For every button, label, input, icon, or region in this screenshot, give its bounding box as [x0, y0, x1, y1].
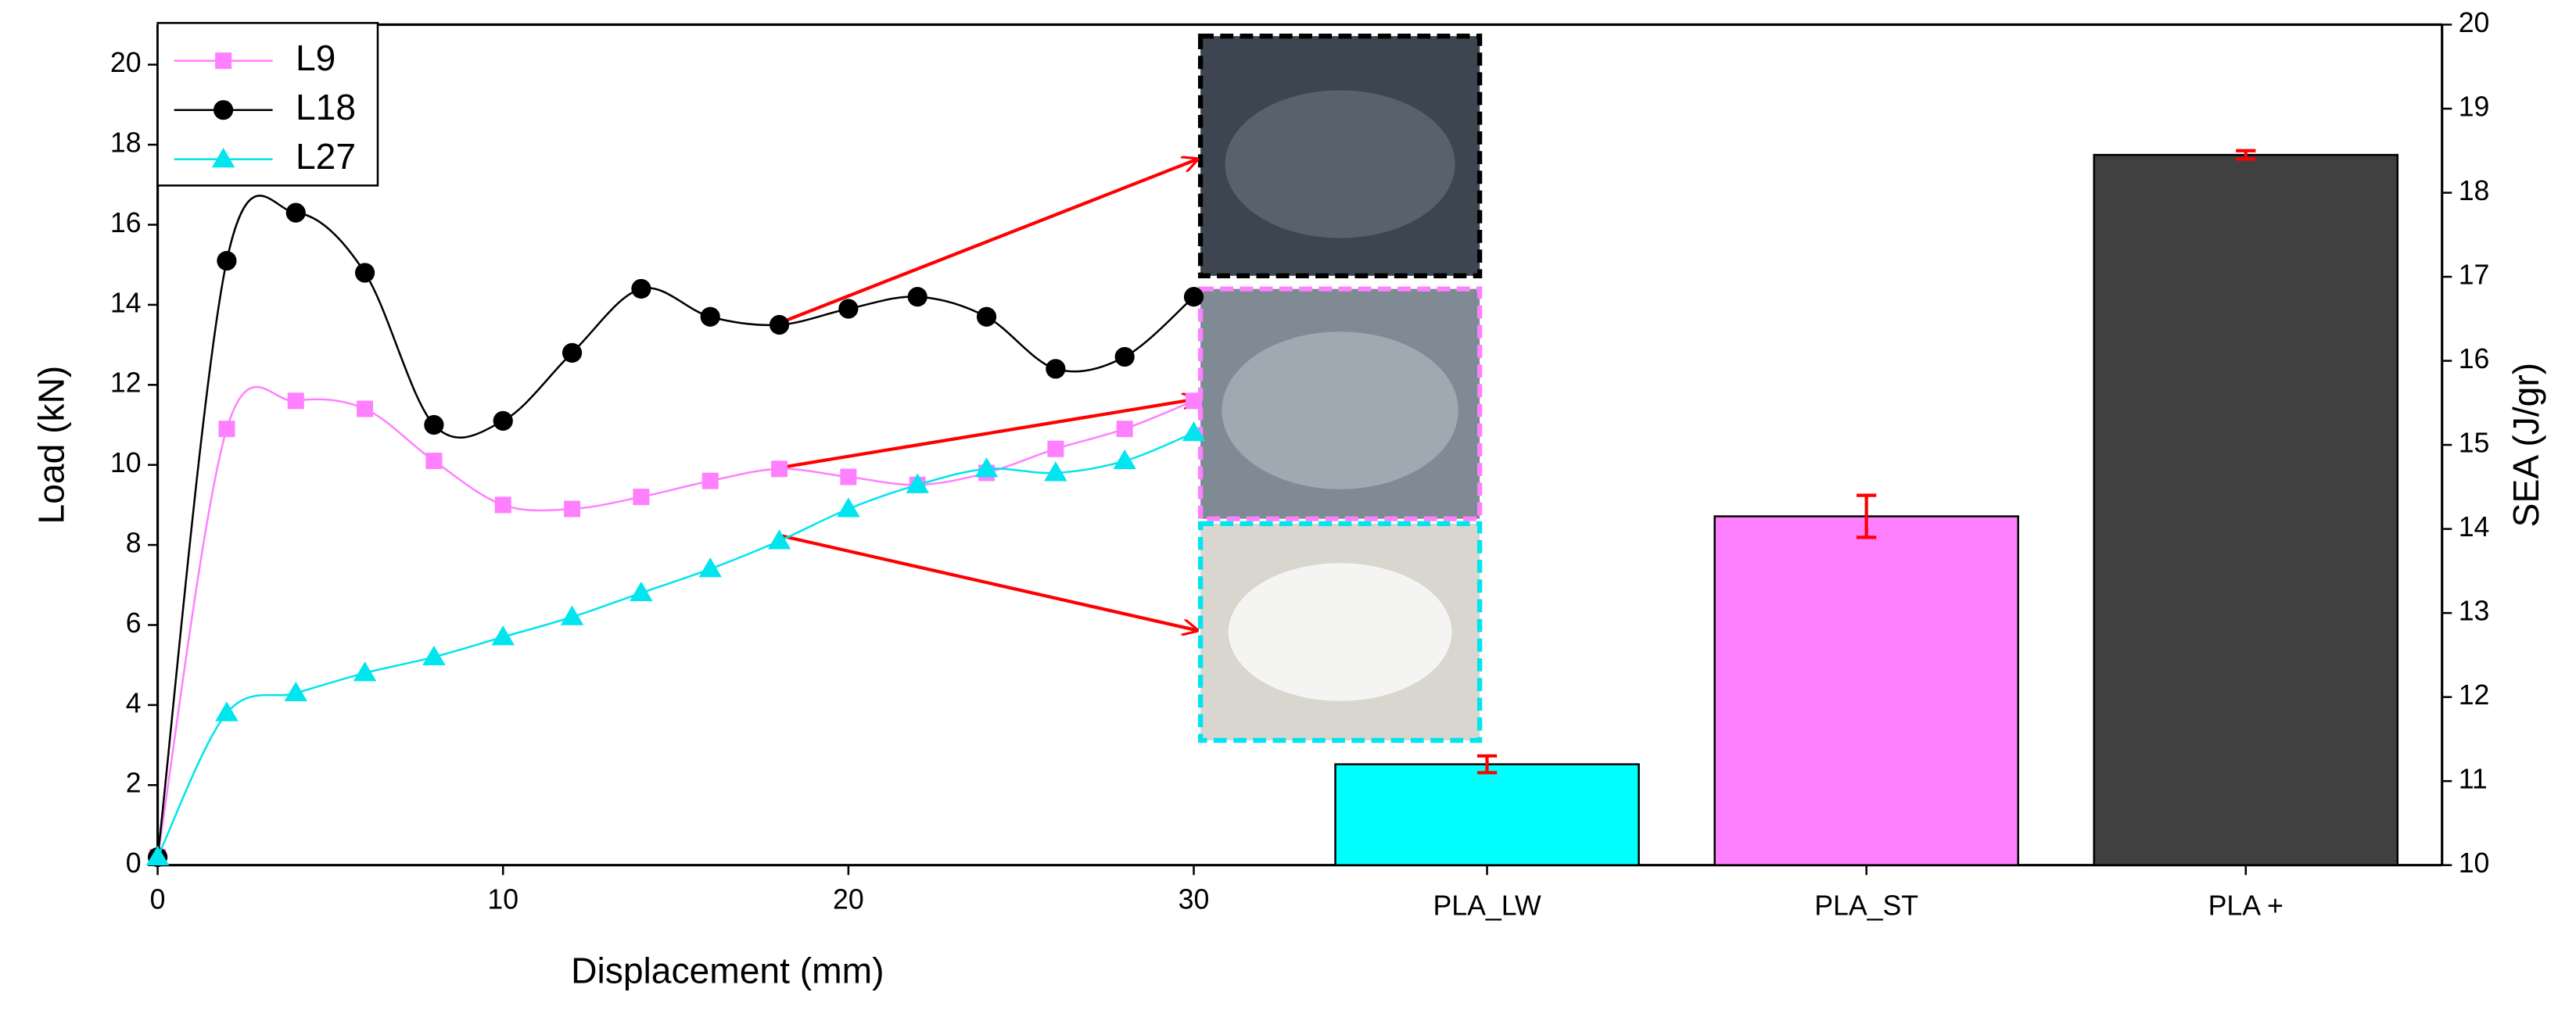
- x-tick-label: PLA_LW: [1433, 890, 1541, 922]
- marker: [425, 453, 443, 470]
- marker: [218, 421, 235, 438]
- y-tick-label: 6: [126, 607, 142, 639]
- marker: [630, 581, 653, 602]
- y2-axis-label: SEA (J/gr): [2506, 363, 2546, 527]
- y-tick-label: 12: [110, 367, 142, 399]
- bar: [1334, 763, 1640, 866]
- x-tick-label: 10: [487, 883, 518, 915]
- marker: [1183, 287, 1204, 307]
- marker: [698, 557, 722, 578]
- marker: [491, 625, 515, 646]
- y2-tick-label: 15: [2459, 428, 2490, 459]
- y2-tick-label: 16: [2459, 343, 2490, 374]
- marker: [217, 250, 237, 271]
- y2-tick-label: 14: [2459, 511, 2490, 543]
- marker: [357, 400, 374, 417]
- marker: [907, 287, 927, 307]
- marker: [424, 414, 444, 435]
- legend-label: L18: [296, 87, 356, 127]
- y-tick-label: 10: [110, 447, 142, 478]
- arrow: [777, 533, 1197, 631]
- y2-tick-label: 20: [2459, 7, 2490, 38]
- marker: [561, 342, 583, 363]
- y-tick-label: 4: [126, 687, 142, 718]
- marker: [976, 306, 997, 327]
- marker: [769, 314, 790, 335]
- series-line: [156, 432, 1194, 858]
- y-tick-label: 20: [110, 47, 142, 78]
- x-axis-label: Displacement (mm): [571, 950, 884, 990]
- arrow: [778, 399, 1197, 470]
- y2-tick-label: 10: [2459, 847, 2490, 879]
- y-tick-label: 18: [110, 127, 142, 159]
- marker: [701, 472, 719, 489]
- photo-object: [1222, 331, 1458, 489]
- marker: [287, 392, 304, 410]
- marker: [353, 661, 377, 682]
- legend-marker: [213, 100, 234, 120]
- y2-tick-label: 17: [2459, 259, 2490, 290]
- x-tick-label: 0: [150, 883, 166, 915]
- y-tick-label: 0: [126, 847, 142, 879]
- marker: [564, 500, 581, 518]
- y2-tick-label: 11: [2459, 764, 2488, 795]
- marker: [767, 529, 791, 550]
- y-tick-label: 16: [110, 207, 142, 238]
- marker: [494, 496, 511, 514]
- marker: [700, 306, 720, 327]
- y2-tick-label: 19: [2459, 91, 2490, 122]
- marker: [285, 202, 306, 223]
- legend-label: L9: [296, 38, 335, 78]
- marker: [633, 489, 650, 506]
- y-tick-label: 8: [126, 528, 142, 559]
- marker: [284, 681, 307, 702]
- y2-tick-label: 12: [2459, 679, 2490, 711]
- photo-object: [1225, 90, 1455, 238]
- bar: [2093, 153, 2399, 866]
- marker: [840, 468, 857, 485]
- marker: [215, 701, 239, 722]
- marker: [1182, 421, 1206, 442]
- marker: [1113, 449, 1136, 470]
- marker: [354, 263, 375, 283]
- marker: [906, 473, 929, 493]
- legend-marker: [211, 147, 235, 168]
- marker: [838, 299, 859, 319]
- x-tick-label: PLA +: [2208, 890, 2284, 922]
- series-line: [156, 385, 1194, 858]
- marker: [1116, 421, 1133, 438]
- legend-marker: [215, 52, 232, 70]
- marker: [422, 645, 446, 665]
- y-tick-label: 2: [126, 768, 142, 799]
- x-tick-label: 20: [833, 883, 864, 915]
- y2-tick-label: 18: [2459, 175, 2490, 206]
- x-tick-label: PLA_ST: [1814, 890, 1918, 922]
- y2-tick-label: 13: [2459, 596, 2490, 627]
- marker: [1044, 461, 1067, 482]
- marker: [771, 460, 788, 478]
- arrow: [777, 159, 1197, 325]
- y-tick-label: 14: [110, 287, 142, 318]
- series-line: [156, 195, 1195, 858]
- legend-label: L27: [296, 136, 356, 177]
- y-axis-label: Load (kN): [31, 366, 72, 525]
- marker: [1114, 346, 1135, 367]
- marker: [1046, 359, 1066, 379]
- photo-object: [1228, 563, 1452, 701]
- x-tick-label: 30: [1179, 883, 1210, 915]
- marker: [974, 457, 999, 478]
- bar: [1713, 515, 2019, 866]
- marker: [1047, 440, 1064, 457]
- marker: [837, 497, 860, 518]
- marker: [493, 410, 513, 431]
- marker: [145, 845, 170, 865]
- marker: [1186, 392, 1203, 410]
- marker: [631, 278, 651, 299]
- marker: [560, 605, 584, 625]
